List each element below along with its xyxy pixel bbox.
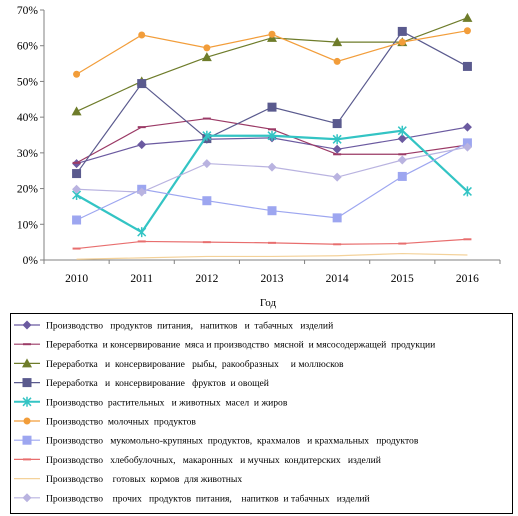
legend: Производство продуктов питания, напитков…	[14, 320, 435, 504]
data-point	[72, 215, 82, 225]
legend-label: Производство мукомольно-крупяных продукт…	[46, 436, 419, 447]
data-point	[462, 142, 472, 152]
data-point	[202, 130, 212, 141]
x-tick-label: 2016	[456, 273, 479, 285]
data-point	[72, 169, 82, 179]
data-point	[202, 196, 212, 206]
series-7	[72, 138, 472, 225]
data-point	[462, 61, 472, 71]
data-point	[397, 134, 407, 144]
data-point	[202, 159, 212, 169]
y-tick-label: 10%	[17, 219, 39, 231]
data-point	[267, 130, 277, 141]
data-point	[267, 102, 277, 112]
data-point	[332, 119, 342, 129]
y-tick-label: 70%	[17, 5, 39, 17]
series-5	[72, 125, 472, 238]
data-point	[462, 122, 472, 132]
legend-swatch-marker	[22, 320, 32, 330]
legend-label: Производство растительных и животных мас…	[46, 397, 288, 408]
legend-label: Производство молочных продуктов	[46, 417, 196, 428]
data-point	[72, 184, 82, 194]
data-point	[463, 27, 471, 35]
legend-item-9: Производство готовых кормов для животных	[14, 474, 242, 485]
y-tick-label: 20%	[17, 184, 39, 196]
data-point	[137, 140, 147, 150]
data-point	[332, 134, 342, 145]
data-point	[138, 31, 146, 39]
legend-swatch-marker	[22, 435, 32, 445]
legend-label: Производство прочих продуктов питания, н…	[46, 493, 370, 504]
legend-label: Переработка и консервирование фруктов и …	[46, 378, 269, 389]
x-tick-label: 2014	[326, 273, 349, 285]
legend-item-8: Производство хлебобулочных, макаронных и…	[14, 455, 381, 466]
legend-label: Производство хлебобулочных, макаронных и…	[46, 455, 381, 466]
legend-label: Производство продуктов питания, напитков…	[46, 321, 333, 332]
y-tick-label: 50%	[17, 76, 39, 88]
legend-item-2: Переработка и консервирование мяса и про…	[14, 340, 435, 351]
data-point	[268, 30, 276, 38]
x-tick-label: 2011	[130, 273, 153, 285]
data-point	[137, 227, 147, 238]
data-point	[267, 206, 277, 216]
series-line	[76, 30, 468, 174]
series-line	[76, 238, 468, 250]
data-point	[397, 125, 407, 136]
data-point	[333, 57, 341, 65]
legend-item-10: Производство прочих продуктов питания, н…	[14, 493, 370, 504]
legend-swatch-marker	[22, 396, 32, 407]
legend-item-7: Производство мукомольно-крупяных продукт…	[14, 435, 419, 447]
data-point	[201, 52, 212, 62]
series-9	[76, 252, 468, 260]
data-point	[398, 38, 406, 46]
y-tick-label: 0%	[23, 255, 39, 267]
legend-item-1: Производство продуктов питания, напитков…	[14, 320, 333, 332]
x-tick-label: 2012	[195, 273, 218, 285]
legend-item-5: Производство растительных и животных мас…	[14, 396, 288, 408]
legend-item-4: Переработка и консервирование фруктов и …	[14, 378, 269, 389]
legend-swatch-marker	[22, 358, 32, 368]
data-point	[397, 171, 407, 181]
data-point	[332, 144, 342, 154]
legend-item-6: Производство молочных продуктов	[14, 417, 196, 428]
legend-label: Переработка и консервирование мяса и про…	[46, 340, 435, 351]
legend-item-3: Переработка и консервирование рыбы, рако…	[14, 358, 344, 370]
data-point	[397, 155, 407, 165]
data-point	[137, 187, 147, 197]
series-8	[72, 238, 472, 250]
data-point	[203, 44, 211, 52]
data-point	[462, 12, 473, 22]
series-10	[72, 142, 472, 197]
data-point	[73, 70, 81, 78]
data-point	[462, 186, 472, 197]
data-point	[332, 213, 342, 223]
legend-label: Переработка и консервирование рыбы, рако…	[46, 359, 344, 370]
x-axis-title: Год	[260, 297, 277, 309]
y-tick-label: 60%	[17, 41, 39, 53]
series-4	[72, 26, 472, 179]
data-point	[71, 106, 82, 116]
legend-swatch-marker	[22, 378, 32, 388]
legend-box	[10, 313, 513, 514]
legend-swatch-marker	[23, 417, 31, 425]
series-6	[73, 27, 471, 78]
legend-swatch-marker	[22, 493, 32, 503]
legend-label: Производство готовых кормов для животных	[46, 474, 242, 485]
y-tick-label: 40%	[17, 112, 39, 124]
x-tick-label: 2010	[65, 273, 88, 285]
data-point	[332, 172, 342, 182]
data-point	[267, 162, 277, 172]
data-point	[397, 26, 407, 36]
x-tick-label: 2015	[391, 273, 414, 285]
data-point	[137, 79, 147, 89]
plot-area: 0% 10% 20% 30% 40% 50% 60% 70% 2010 2011 2012 2013 2…	[17, 5, 501, 285]
series-3	[71, 12, 473, 116]
data-point	[332, 37, 343, 47]
y-tick-label: 30%	[17, 148, 39, 160]
series-line	[76, 252, 468, 260]
x-tick-label: 2013	[261, 273, 284, 285]
